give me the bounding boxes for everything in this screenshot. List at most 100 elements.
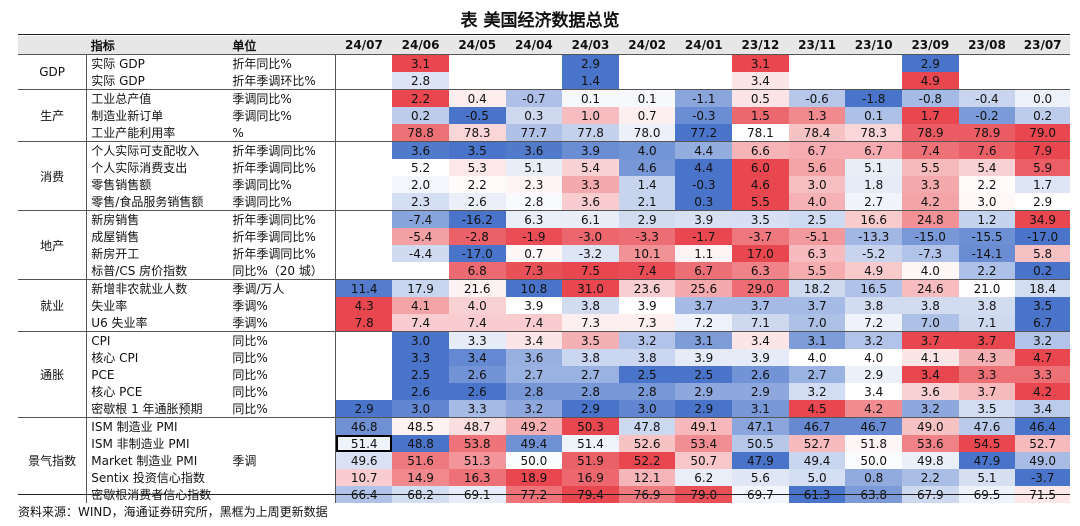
data-cell: 2.6 xyxy=(448,383,506,400)
data-cell: 4.3 xyxy=(335,297,393,314)
unit-label: 同比% xyxy=(228,349,337,366)
table-row: 密歇根 1 年通胀预期 同比% 2.9 3.0 3.3 3.2 2.9 3.0 2.9 3.1 4.… xyxy=(18,400,1070,418)
category-label: 生产 xyxy=(18,89,88,142)
data-cell: 3.3 xyxy=(448,331,506,349)
data-cell: 3.8 xyxy=(562,297,619,314)
data-cell: -3.7 xyxy=(1015,469,1070,486)
data-cell: 78.4 xyxy=(788,124,846,142)
data-cell: 3.5 xyxy=(1015,297,1070,314)
unit-label: 折年季调同比% xyxy=(228,210,337,228)
data-cell: 18.9 xyxy=(505,469,563,486)
data-cell: 1.7 xyxy=(902,107,959,124)
unit-label: 同比% xyxy=(228,331,337,349)
data-cell: 7.1 xyxy=(732,314,789,332)
data-cell: 49.4 xyxy=(505,435,563,452)
data-cell: 2.9 xyxy=(562,400,619,418)
data-cell: 3.9 xyxy=(675,210,733,228)
data-cell xyxy=(336,245,393,262)
data-cell: 16.6 xyxy=(845,210,903,228)
data-cell: 50.5 xyxy=(732,435,789,452)
data-cell: 3.3 xyxy=(562,176,619,193)
data-cell: 46.7 xyxy=(845,417,903,435)
data-cell: 10.7 xyxy=(335,469,393,486)
data-cell: 3.7 xyxy=(788,297,846,314)
data-cell xyxy=(506,72,563,90)
data-cell: 3.4 xyxy=(732,331,789,349)
data-cell xyxy=(845,54,903,72)
data-cell xyxy=(449,72,506,90)
data-cell: -13.3 xyxy=(845,228,903,245)
indicator-name: 个人实际消费支出 xyxy=(91,161,188,175)
indicator-name: 成屋销售 xyxy=(91,230,140,244)
data-cell xyxy=(1015,72,1070,90)
data-cell: 21.6 xyxy=(448,279,506,297)
indicator-name: 个人实际可支配收入 xyxy=(86,141,229,159)
top-rule xyxy=(18,34,1070,35)
data-cell: 2.9 xyxy=(1015,193,1070,211)
data-cell: 4.0 xyxy=(618,141,676,159)
indicator-name: Sentix 投资信心指数 xyxy=(91,471,205,485)
unit-label: 同比% xyxy=(228,400,337,418)
data-cell: 3.4 xyxy=(732,72,789,90)
data-cell: 2.5 xyxy=(618,366,676,383)
data-cell: 47.9 xyxy=(732,452,789,469)
data-cell: 3.8 xyxy=(562,349,619,366)
data-cell: 3.9 xyxy=(732,349,789,366)
header-period: 23/10 xyxy=(854,38,893,52)
data-cell: 0.1 xyxy=(562,89,619,107)
table-row: 核心 PCE 同比% 2.6 2.6 2.8 2.8 2.8 2.9 2.9 3.2 3.4 3.6 3… xyxy=(18,383,1070,400)
data-cell: 2.5 xyxy=(392,366,449,383)
data-cell: 4.9 xyxy=(845,262,903,280)
indicator-name: 工业产能利用率 xyxy=(91,126,176,140)
data-cell: 50.3 xyxy=(562,417,619,435)
data-cell: 3.9 xyxy=(505,297,563,314)
indicator-name: 实际 GDP xyxy=(86,54,229,72)
data-cell: 3.3 xyxy=(902,176,959,193)
unit-label: 折年季调同比% xyxy=(228,159,337,176)
data-cell: 3.8 xyxy=(958,297,1016,314)
data-cell: 1.3 xyxy=(788,107,846,124)
indicator-name: 密歇根消费者信心指数 xyxy=(91,488,212,502)
data-cell: -0.6 xyxy=(788,89,846,107)
data-cell xyxy=(335,210,393,228)
indicator-name: 制造业新订单 xyxy=(91,109,164,123)
header-period: 23/11 xyxy=(798,38,836,52)
data-cell xyxy=(336,228,393,245)
data-cell: 3.4 xyxy=(1015,400,1070,418)
data-cell: 5.3 xyxy=(448,159,506,176)
data-cell: 3.4 xyxy=(902,366,959,383)
table-row: 实际 GDP 折年季调环比% 2.8 1.4 3.4 4.9 xyxy=(18,72,1070,90)
data-cell: 52.7 xyxy=(1015,435,1070,452)
data-cell: -5.1 xyxy=(788,228,846,245)
data-cell: 2.3 xyxy=(505,176,563,193)
data-cell: 3.2 xyxy=(845,331,903,349)
header-period: 24/01 xyxy=(684,38,723,52)
data-cell: 7.2 xyxy=(845,314,903,332)
data-cell: 3.5 xyxy=(562,331,619,349)
data-cell xyxy=(619,72,676,90)
data-cell: 3.9 xyxy=(675,349,733,366)
data-cell: 18.4 xyxy=(1015,279,1070,297)
table-row: 失业率 季调% 4.3 4.1 4.0 3.9 3.8 3.9 3.7 3.7 3.7 3.8 3.8 3… xyxy=(18,297,1070,314)
data-cell: -2.8 xyxy=(448,228,506,245)
indicator-name: U6 失业率 xyxy=(91,316,148,330)
data-cell: -0.2 xyxy=(958,107,1016,124)
data-cell: 3.1 xyxy=(732,400,789,418)
data-cell: 3.4 xyxy=(845,383,903,400)
data-cell: 2.8 xyxy=(505,193,563,211)
data-cell: 1.4 xyxy=(618,176,676,193)
header-period: 23/09 xyxy=(911,38,950,52)
data-cell: 6.3 xyxy=(788,245,846,262)
data-cell: 4.6 xyxy=(732,176,789,193)
data-cell: 48.8 xyxy=(392,435,449,452)
data-cell: 3.7 xyxy=(732,297,789,314)
category-label: 地产 xyxy=(18,210,88,280)
data-cell: 3.6 xyxy=(902,383,959,400)
data-cell: 47.8 xyxy=(618,417,676,435)
data-cell: 17.0 xyxy=(732,245,789,262)
data-cell: -16.2 xyxy=(448,210,506,228)
data-cell: -3.2 xyxy=(562,245,619,262)
data-cell: 51.9 xyxy=(562,452,619,469)
data-cell: 49.2 xyxy=(505,417,563,435)
data-cell: 0.7 xyxy=(618,107,676,124)
